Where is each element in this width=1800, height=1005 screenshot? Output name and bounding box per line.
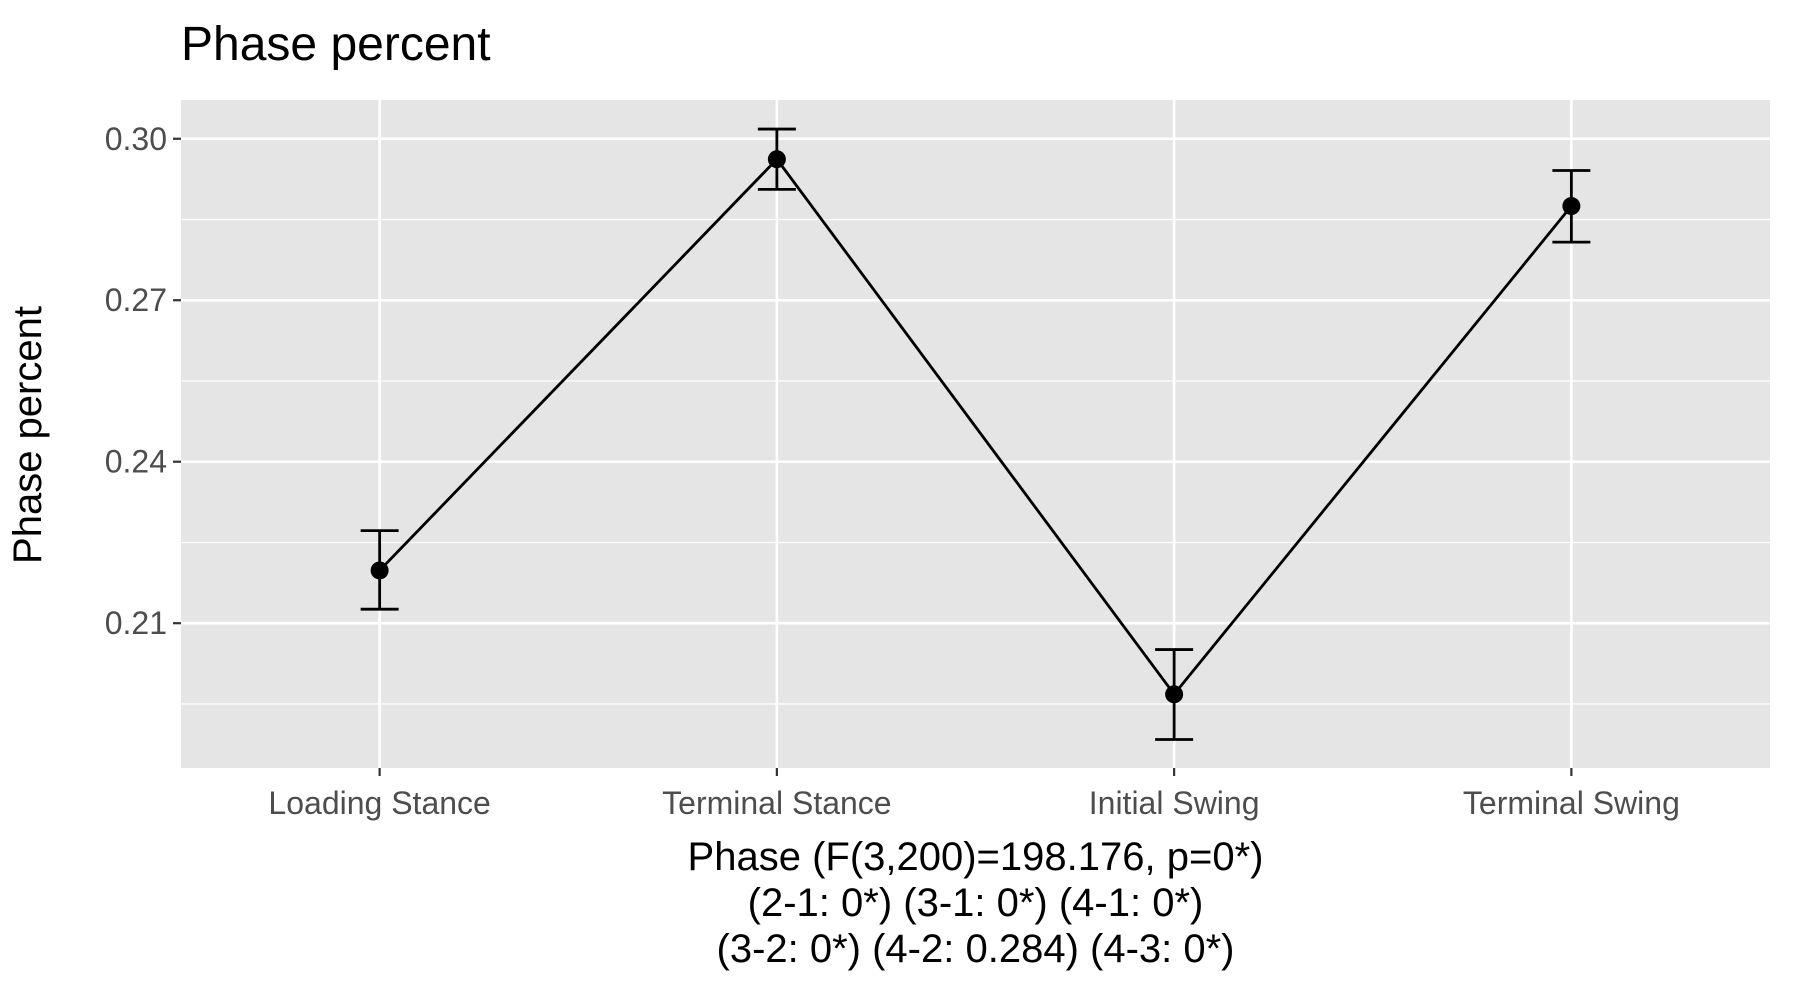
data-point [1562,197,1581,216]
series-line [378,157,1573,697]
x-tick-label: Initial Swing [1089,785,1260,821]
x-tick-label: Terminal Swing [1463,785,1680,821]
data-point [370,561,389,580]
data-point [1165,685,1184,704]
y-tick-label: 0.21 [105,605,167,641]
x-axis-title-line: (2-1: 0*) (3-1: 0*) (4-1: 0*) [748,881,1204,925]
x-axis-title-line: Phase (F(3,200)=198.176, p=0*) [688,835,1264,879]
plot-background [181,100,1770,768]
y-tick-label: 0.24 [105,444,167,480]
x-axis-title: Phase (F(3,200)=198.176, p=0*)(2-1: 0*) … [688,835,1264,971]
chart-title: Phase percent [181,18,491,71]
y-tick-label: 0.30 [105,121,167,157]
y-tick-label: 0.27 [105,282,167,318]
data-series [360,127,1591,741]
x-tick-label: Terminal Stance [662,785,891,821]
plot-panel [181,100,1770,768]
data-point [767,150,786,169]
y-axis-title: Phase percent [6,306,50,564]
x-tick-label: Loading Stance [268,785,490,821]
y-axis: 0.21 0.24 0.27 0.30 [105,121,181,641]
x-axis-title-line: (3-2: 0*) (4-2: 0.284) (4-3: 0*) [717,927,1235,971]
x-axis: Loading Stance Terminal Stance Initial Swi… [268,768,1680,821]
